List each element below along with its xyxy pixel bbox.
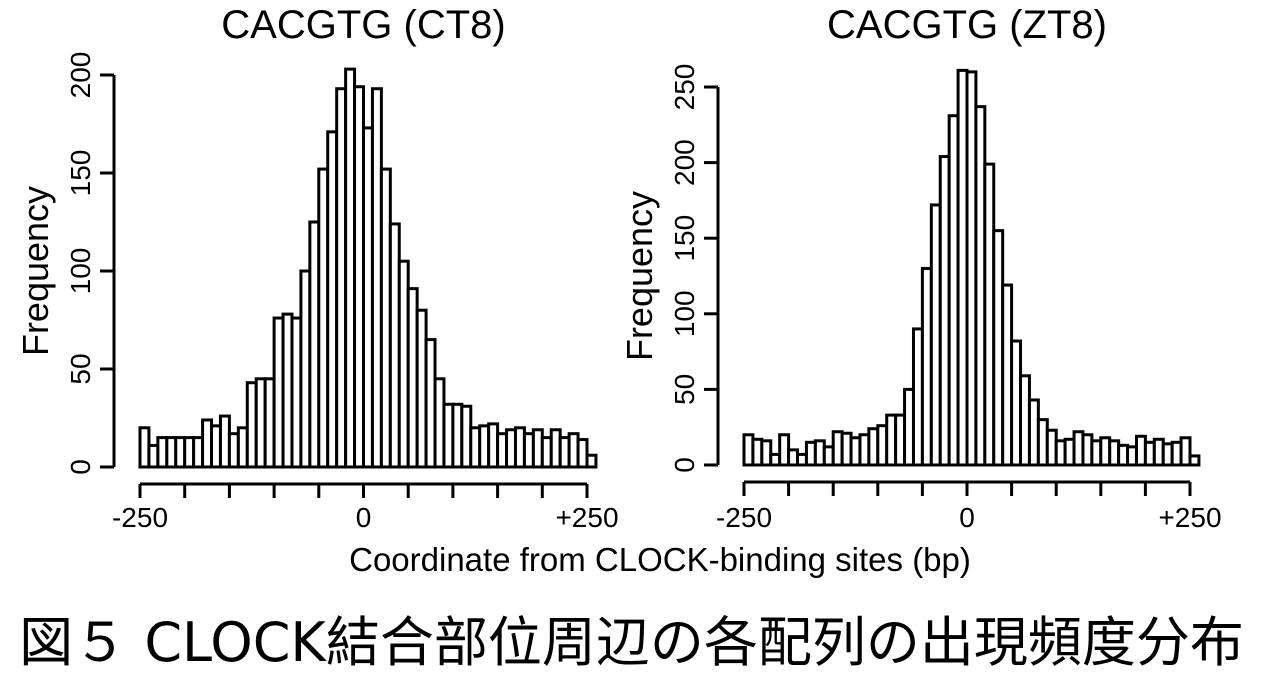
y-tick-label: 200 <box>65 52 96 99</box>
histogram-bar <box>576 438 589 469</box>
x-tick-label: +250 <box>555 502 618 533</box>
histogram-bar <box>760 439 773 467</box>
x-tick-label: -250 <box>112 502 168 533</box>
x-tick-label: +250 <box>1158 502 1221 533</box>
chart-title: CACGTG (ZT8) <box>827 3 1107 47</box>
y-tick-label: 150 <box>65 150 96 197</box>
y-tick-label: 50 <box>669 374 700 405</box>
x-axis-label: Coordinate from CLOCK-binding sites (bp) <box>349 541 971 578</box>
x-tick-label: 0 <box>959 502 975 533</box>
histogram-bar <box>1188 454 1201 467</box>
y-tick-label: 0 <box>65 459 96 475</box>
y-tick-label: 150 <box>669 215 700 262</box>
y-axis-label: Frequency <box>15 186 56 356</box>
y-tick-label: 50 <box>65 353 96 384</box>
y-tick-label: 100 <box>65 248 96 295</box>
figure-caption: 図５ CLOCK結合部位周辺の各配列の出現頻度分布 <box>19 611 1244 674</box>
y-tick-label: 0 <box>669 457 700 473</box>
x-tick-label: -250 <box>716 502 772 533</box>
chart-title: CACGTG (CT8) <box>221 3 505 47</box>
histogram-bar <box>1179 436 1192 467</box>
y-tick-label: 100 <box>669 290 700 337</box>
y-axis-label: Frequency <box>619 191 660 361</box>
y-tick-label: 250 <box>669 64 700 111</box>
histogram-bar <box>585 453 598 469</box>
x-tick-label: 0 <box>356 502 372 533</box>
y-tick-label: 200 <box>669 139 700 186</box>
